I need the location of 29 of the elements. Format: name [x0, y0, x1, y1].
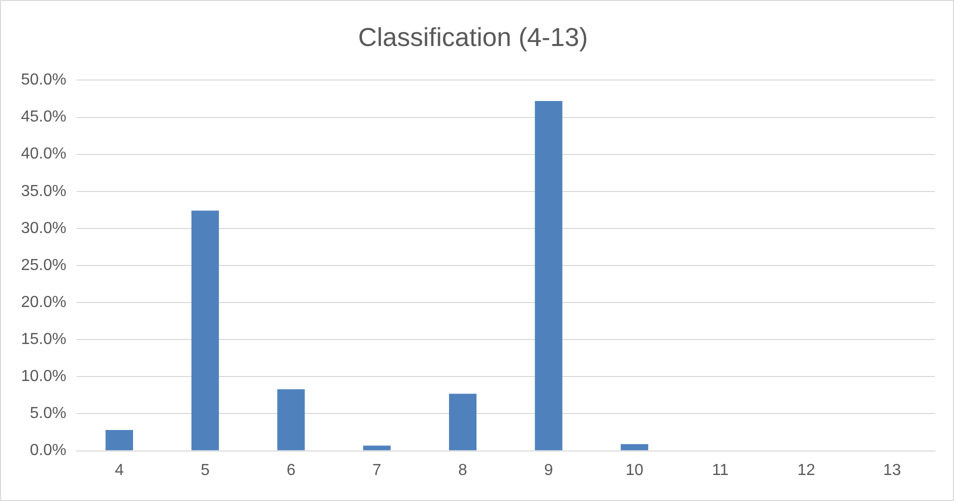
bar: [449, 394, 476, 450]
y-tick-label: 25.0%: [20, 256, 66, 274]
bar: [106, 430, 134, 450]
bar: [277, 389, 305, 450]
x-tick-label: 7: [372, 462, 382, 479]
y-tick-label: 5.0%: [30, 405, 66, 422]
y-tick-label: 50.0%: [20, 72, 66, 89]
y-tick-label: 15.0%: [20, 331, 66, 348]
x-tick-label: 6: [286, 462, 296, 479]
x-tick-label: 12: [797, 462, 816, 479]
y-tick-label: 20.0%: [20, 294, 66, 311]
bar: [620, 444, 648, 450]
y-tick-label: 10.0%: [20, 368, 66, 386]
y-tick-label: 35.0%: [20, 182, 66, 200]
x-tick-label: 10: [626, 462, 644, 479]
x-tick-label: 9: [544, 462, 554, 479]
x-tick-label: 4: [114, 462, 124, 479]
x-tick-label: 13: [883, 462, 902, 479]
x-tick-label: 5: [200, 462, 210, 479]
bar: [534, 100, 562, 450]
y-tick-label: 30.0%: [20, 220, 66, 237]
y-tick-label: 45.0%: [20, 108, 66, 126]
bar: [363, 446, 391, 450]
x-tick-label: 8: [458, 462, 468, 479]
y-tick-label: 0.0%: [30, 442, 66, 460]
bar: [191, 210, 219, 450]
y-tick-label: 40.0%: [20, 146, 66, 163]
x-tick-label: 11: [712, 462, 729, 479]
chart-title: Classification (4-13): [358, 22, 588, 52]
